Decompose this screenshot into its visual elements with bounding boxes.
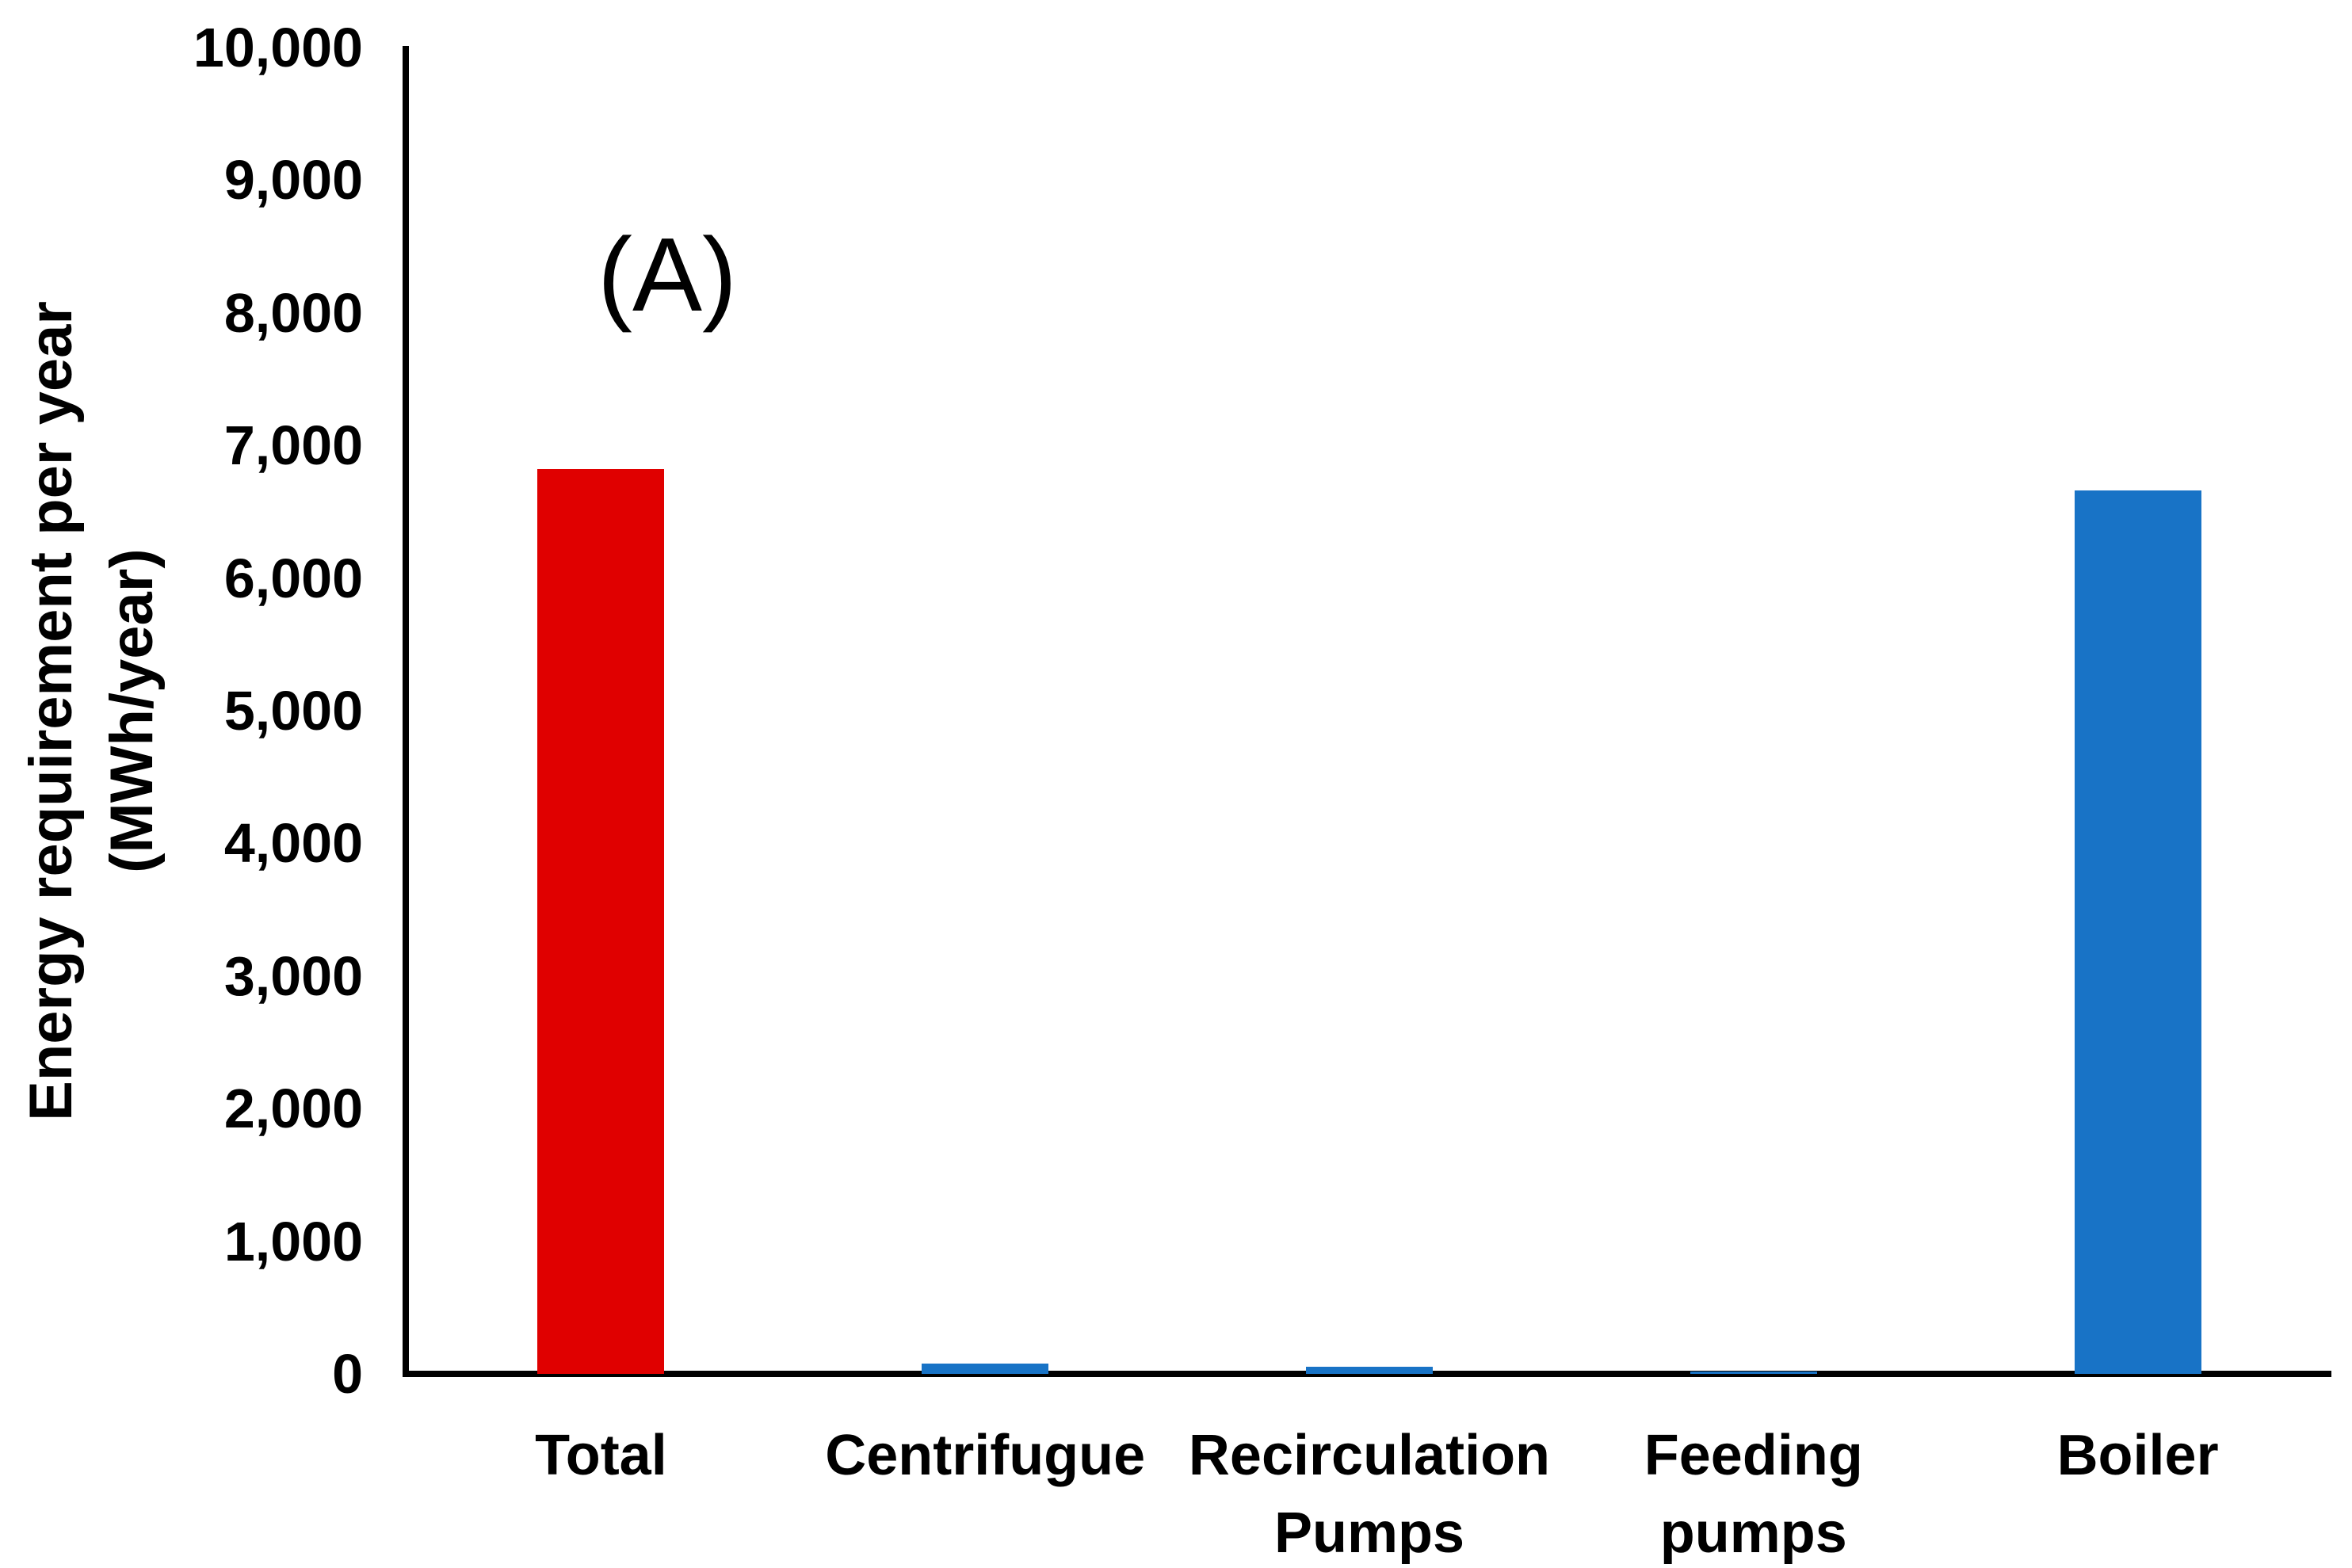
y-tick-label: 8,000 [223,281,363,344]
bar-centrifugue [922,1363,1049,1374]
x-category-label: Feeding pumps [1644,1424,1863,1565]
y-tick-label: 2,000 [223,1078,363,1140]
y-tick-label: 9,000 [223,149,363,212]
x-category-label: Boiler [2056,1424,2219,1487]
y-tick-label: 10,000 [193,17,363,78]
y-tick-label: 5,000 [223,680,363,742]
x-category-label: Recirculation Pumps [1188,1424,1551,1565]
x-category-label: Centrifugue [825,1424,1146,1487]
bar-feeding-pumps [1690,1372,1817,1374]
y-tick-label: 4,000 [223,812,363,875]
bar-total [537,469,665,1374]
y-tick-label: 3,000 [223,944,363,1007]
x-axis-line [403,1371,2331,1377]
y-axis-line [403,46,409,1377]
panel-label: (A) [598,216,737,333]
bar-recirculation-pumps [1306,1366,1433,1374]
y-tick-label: 7,000 [223,414,363,477]
y-tick-label: 1,000 [223,1210,363,1272]
y-tick-label: 6,000 [223,547,363,609]
bar-boiler [2074,490,2201,1374]
y-tick-label: 0 [332,1343,363,1405]
x-category-label: Total [535,1424,667,1487]
